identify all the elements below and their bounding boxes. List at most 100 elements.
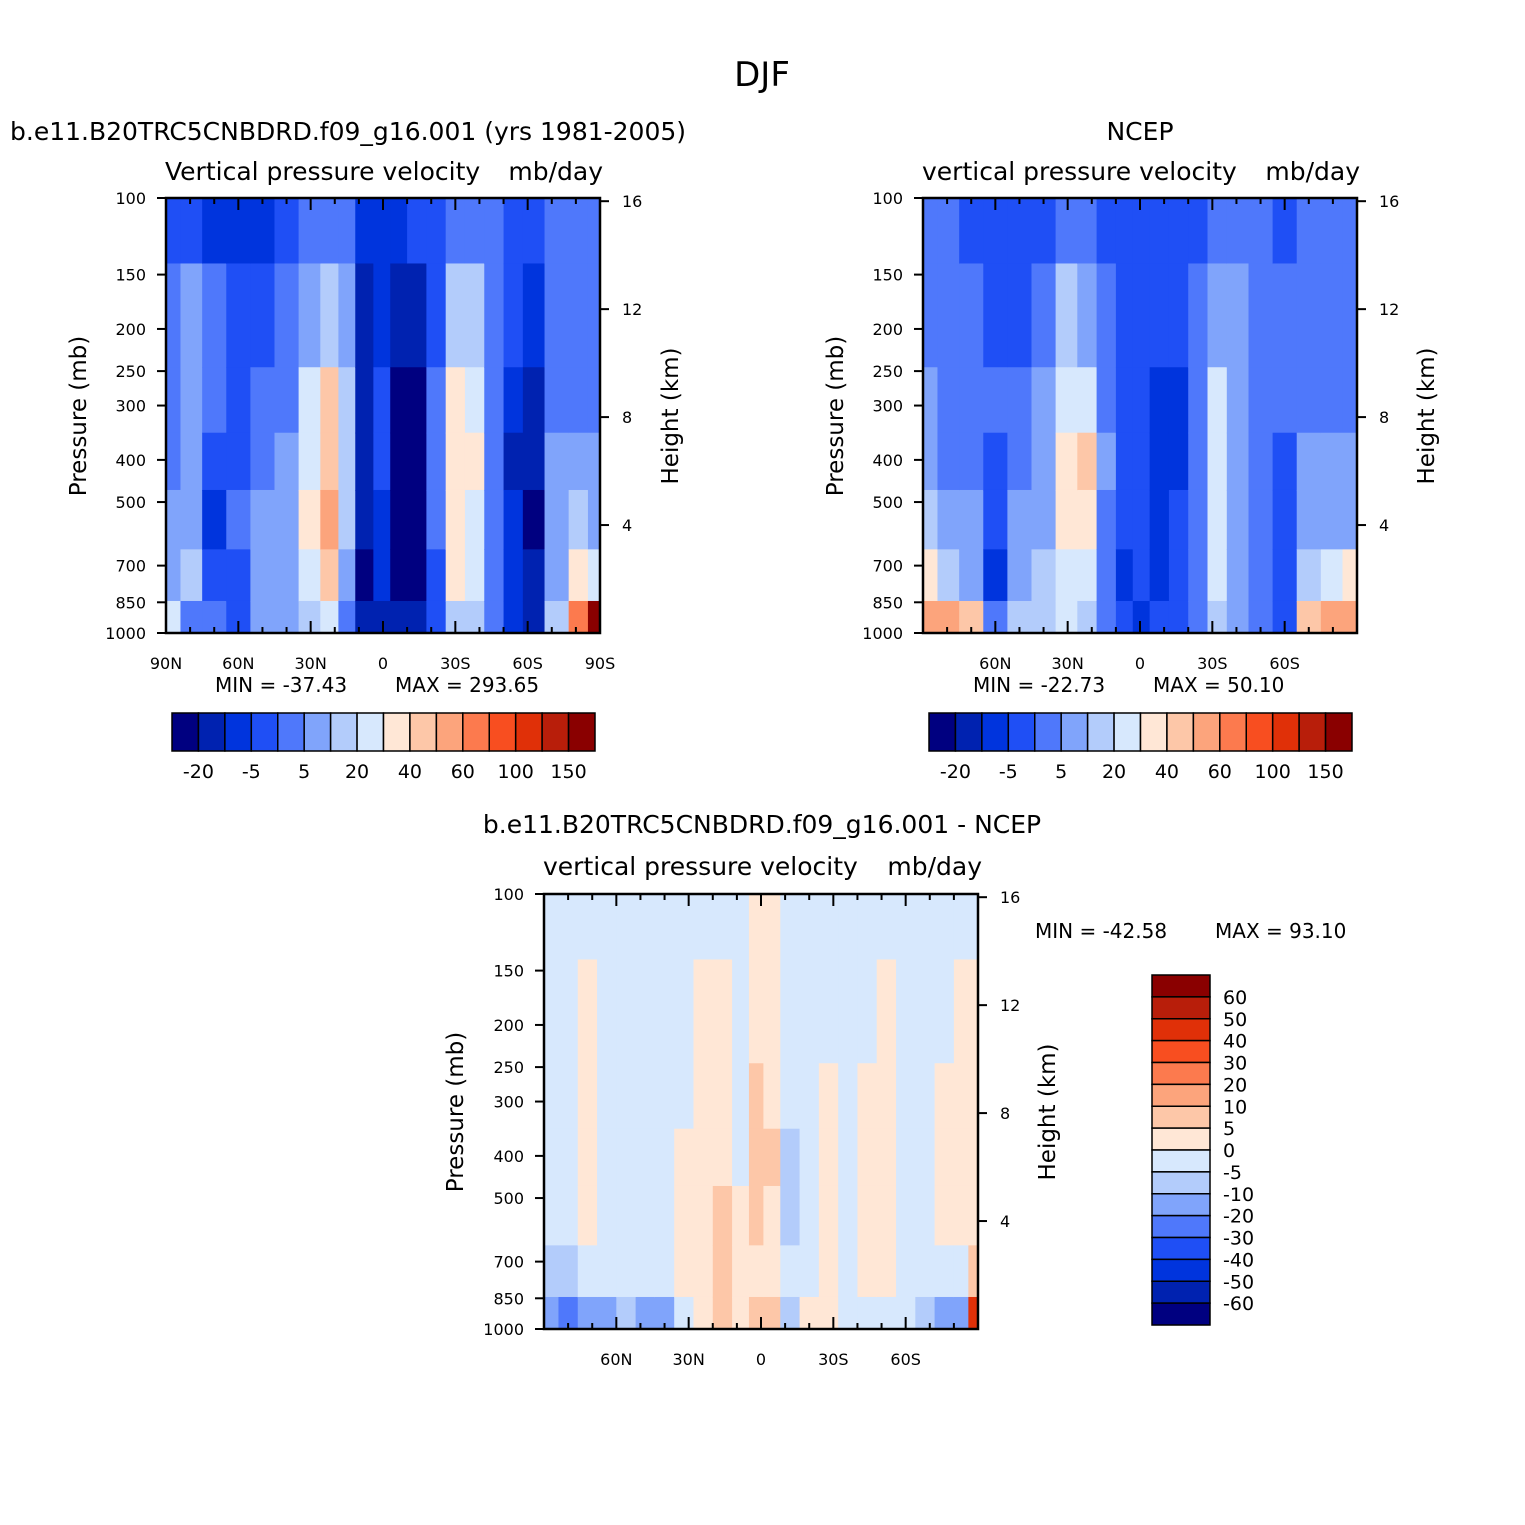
contour-cell (959, 432, 984, 491)
contour-cell (915, 1245, 936, 1298)
y-tick-label: 250 (115, 362, 146, 381)
contour-cell (915, 894, 936, 961)
panel-3-subtitle: vertical pressure velocity (543, 852, 858, 881)
contour-cell (693, 959, 714, 1064)
colorbar-swatch (1219, 712, 1248, 752)
contour-cell (298, 198, 321, 265)
contour-cell (763, 1245, 781, 1298)
contour-cell (1055, 263, 1078, 368)
contour-cell (1055, 367, 1078, 434)
contour-cell (320, 432, 339, 491)
panel-2-plot: 100 150 200 250 300 400 500 700 850 1000 4 8 12 16 60N… (862, 189, 1399, 673)
contour-cell (799, 1245, 820, 1298)
contour-cell (1115, 198, 1134, 265)
colorbar-label: -30 (1223, 1228, 1254, 1250)
colorbar-swatch (1151, 1214, 1211, 1239)
colorbar-label: 60 (1223, 987, 1247, 1009)
panel-2-subtitle: vertical pressure velocity (922, 157, 1237, 186)
contour-cell (373, 600, 391, 634)
contour-cell (799, 894, 820, 961)
contour-cell (1007, 198, 1033, 265)
contour-cell (390, 432, 408, 491)
contour-cell (180, 198, 203, 265)
contour-cell (818, 1063, 839, 1130)
contour-cell (445, 432, 466, 491)
colorbar-label: 150 (1307, 761, 1343, 783)
contour-cell (635, 1128, 656, 1187)
contour-cell (484, 489, 505, 550)
contour-cell (1168, 549, 1189, 602)
contour-cell (959, 198, 984, 265)
contour-cell (1296, 549, 1322, 602)
contour-cell (1149, 198, 1170, 265)
contour-cell (1207, 489, 1228, 550)
contour-cell (355, 600, 374, 634)
contour-cell (780, 1296, 801, 1330)
contour-cell (587, 489, 601, 550)
contour-cell (180, 489, 203, 550)
contour-cell (407, 367, 427, 434)
contour-cell (568, 263, 589, 368)
y-tick-label: 850 (872, 593, 903, 612)
contour-cell (1226, 367, 1250, 434)
contour-cell (587, 263, 601, 368)
contour-cell (544, 263, 570, 368)
colorbar-label: 5 (1223, 1118, 1235, 1140)
contour-cell (1007, 367, 1033, 434)
y-tick-label: 500 (872, 493, 903, 512)
contour-cell (1132, 198, 1151, 265)
contour-cell (1096, 263, 1117, 368)
contour-cell (1031, 263, 1057, 368)
contour-cell (732, 1185, 750, 1246)
contour-cell (544, 1296, 560, 1330)
colorbar-swatch (488, 712, 517, 752)
contour-cell (968, 959, 979, 1064)
contour-cell (923, 367, 939, 434)
contour-cell (748, 1063, 765, 1130)
contour-cell (876, 894, 897, 961)
contour-cell (1149, 432, 1170, 491)
contour-cell (1207, 549, 1228, 602)
colorbar-label: 100 (1255, 761, 1291, 783)
contour-cell (1055, 600, 1078, 634)
contour-cell (597, 894, 617, 961)
contour-cell (654, 959, 675, 1064)
x-tick-label: 30N (673, 1350, 705, 1369)
contour-cell (180, 367, 203, 434)
contour-cell (968, 1185, 979, 1246)
colorbar-swatch (224, 712, 253, 752)
contour-cell (1031, 549, 1057, 602)
panel-3-min: MIN = -42.58 (1035, 919, 1167, 943)
colorbar-label: -60 (1223, 1293, 1254, 1315)
contour-cell (407, 198, 427, 265)
contour-cell (876, 1245, 897, 1298)
panel-1-min: MIN = -37.43 (215, 673, 347, 697)
colorbar-swatch (1298, 712, 1327, 752)
contour-cell (1115, 432, 1134, 491)
colorbar-swatch (1060, 712, 1089, 752)
contour-cell (1149, 489, 1170, 550)
contour-cell (1055, 489, 1078, 550)
contour-cell (166, 432, 182, 491)
contour-cell (896, 1063, 916, 1130)
contour-cell (1320, 198, 1344, 265)
contour-cell (674, 894, 695, 961)
contour-cell (587, 600, 601, 634)
contour-cell (983, 432, 1008, 491)
contour-cell (968, 1128, 979, 1187)
contour-cell (937, 198, 960, 265)
contour-cell (180, 432, 203, 491)
y-tick-label: 700 (115, 557, 146, 576)
contour-cell (587, 198, 601, 265)
contour-cell (915, 1063, 936, 1130)
y-tick-label: 850 (493, 1289, 524, 1308)
colorbar-label: -20 (940, 761, 971, 783)
contour-cell (544, 959, 560, 1064)
contour-cell (934, 1128, 955, 1187)
contour-cell (1096, 432, 1117, 491)
contour-cell (445, 549, 466, 602)
contour-cell (1168, 367, 1189, 434)
contour-cell (838, 894, 859, 961)
contour-cell (426, 600, 447, 634)
